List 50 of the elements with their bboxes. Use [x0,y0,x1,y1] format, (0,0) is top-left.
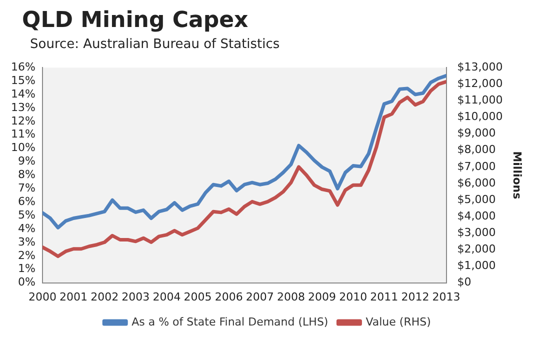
y2-tick-label: $2,000 [457,242,496,256]
x-tick-label: 2001 [60,290,88,304]
y-tick-label: 9% [18,154,36,168]
y-tick-label: 15% [10,74,36,87]
y-tick-label: 10% [10,141,36,154]
y-tick-label: 11% [10,128,36,141]
legend-label: Value (RHS) [366,315,431,328]
y2-tick-label: $13,000 [457,60,503,74]
x-tick-label: 2004 [152,290,181,304]
y2-axis-title: Millions [510,151,524,200]
y2-tick-label: $12,000 [457,77,503,90]
x-tick-label: 2000 [28,290,56,304]
y-tick-label: 5% [18,208,36,222]
x-tick-label: 2005 [184,290,212,304]
x-tick-label: 2007 [246,290,274,304]
y-tick-label: 8% [18,168,36,182]
chart-subtitle: Source: Australian Bureau of Statistics [30,37,281,52]
x-tick-label: 2011 [370,290,398,304]
y-tick-label: 1% [18,262,36,276]
x-tick-label: 2008 [276,290,305,304]
y-tick-label: 2% [18,248,36,262]
x-tick-label: 2003 [122,290,150,304]
y2-tick-label: $9,000 [457,126,496,140]
y2-tick-label: $10,000 [457,110,503,124]
y2-tick-label: $1,000 [457,259,496,272]
x-tick-label: 2013 [432,290,460,304]
y-tick-label: 4% [18,222,36,235]
y-tick-label: 13% [10,100,36,114]
y2-tick-label: $4,000 [457,209,496,222]
y-tick-label: 12% [10,114,36,128]
x-tick-label: 2009 [308,290,336,304]
y-tick-label: 16% [10,60,36,74]
y-tick-label: 3% [18,235,36,248]
y-tick-label: 14% [10,87,36,100]
y2-tick-label: $0 [457,276,472,289]
x-tick-label: 2010 [339,290,368,304]
x-tick-label: 2006 [214,290,243,304]
y2-tick-label: $6,000 [457,176,496,190]
y2-tick-label: $8,000 [457,143,496,156]
x-tick-label: 2002 [90,290,119,304]
y2-tick-label: $5,000 [457,192,496,206]
y2-tick-label: $11,000 [457,94,503,107]
y2-tick-label: $3,000 [457,226,496,239]
x-tick-label: 2012 [401,290,430,304]
y-tick-label: 7% [18,182,36,195]
legend-label: As a % of State Final Demand (LHS) [132,315,328,328]
chart-title: QLD Mining Capex [22,8,250,33]
y-tick-label: 6% [18,194,36,208]
y2-tick-label: $7,000 [457,160,496,173]
y-tick-label: 0% [18,276,36,289]
